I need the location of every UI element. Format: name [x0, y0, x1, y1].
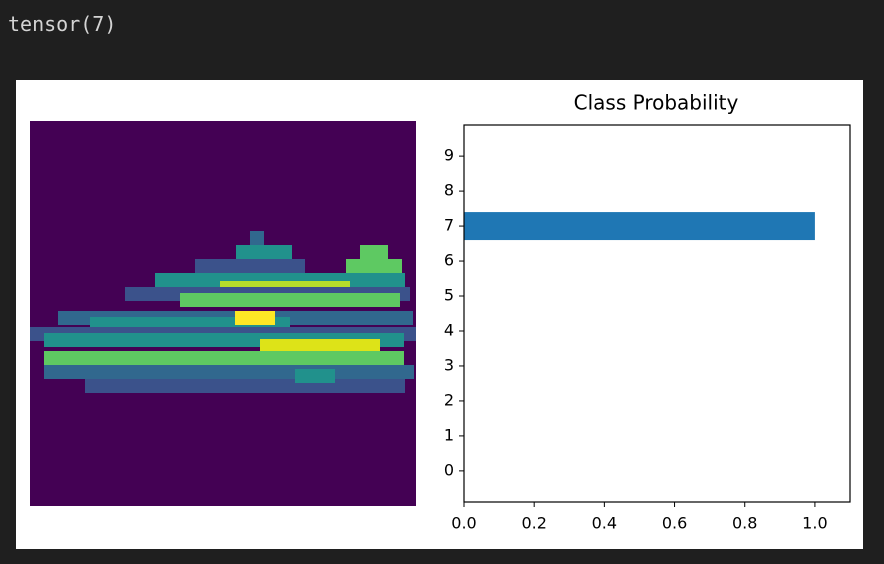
x-tick-label: 0.6 — [662, 514, 687, 533]
y-tick-label: 9 — [444, 146, 454, 165]
x-tick-label: 0.4 — [592, 514, 617, 533]
y-tick-label: 1 — [444, 425, 454, 444]
input-image — [30, 121, 416, 506]
y-tick-label: 0 — [444, 460, 454, 479]
y-tick-label: 7 — [444, 216, 454, 235]
y-tick-label: 4 — [444, 320, 454, 339]
x-tick-label: 0.0 — [451, 514, 476, 533]
y-tick-label: 2 — [444, 390, 454, 409]
x-tick-label: 1.0 — [802, 514, 827, 533]
x-tick-label: 0.8 — [732, 514, 757, 533]
y-tick-label: 3 — [444, 355, 454, 374]
bar — [464, 212, 815, 241]
y-tick-label: 5 — [444, 286, 454, 305]
bar-chart: Class Probability 0.0 0.2 0.4 0.6 0.8 1.0 0 1 2 3… — [444, 91, 851, 533]
y-tick-label: 8 — [444, 181, 454, 200]
cell-output: tensor(7) — [8, 12, 117, 36]
axes-frame — [463, 124, 851, 503]
y-tick-label: 6 — [444, 251, 454, 270]
x-tick-label: 0.2 — [521, 514, 546, 533]
figure-svg: Class Probability 0.0 0.2 0.4 0.6 0.8 1.0 0 1 2 3… — [30, 91, 851, 533]
figure: Class Probability 0.0 0.2 0.4 0.6 0.8 1.0 0 1 2 3… — [16, 80, 863, 549]
chart-title: Class Probability — [574, 91, 739, 115]
